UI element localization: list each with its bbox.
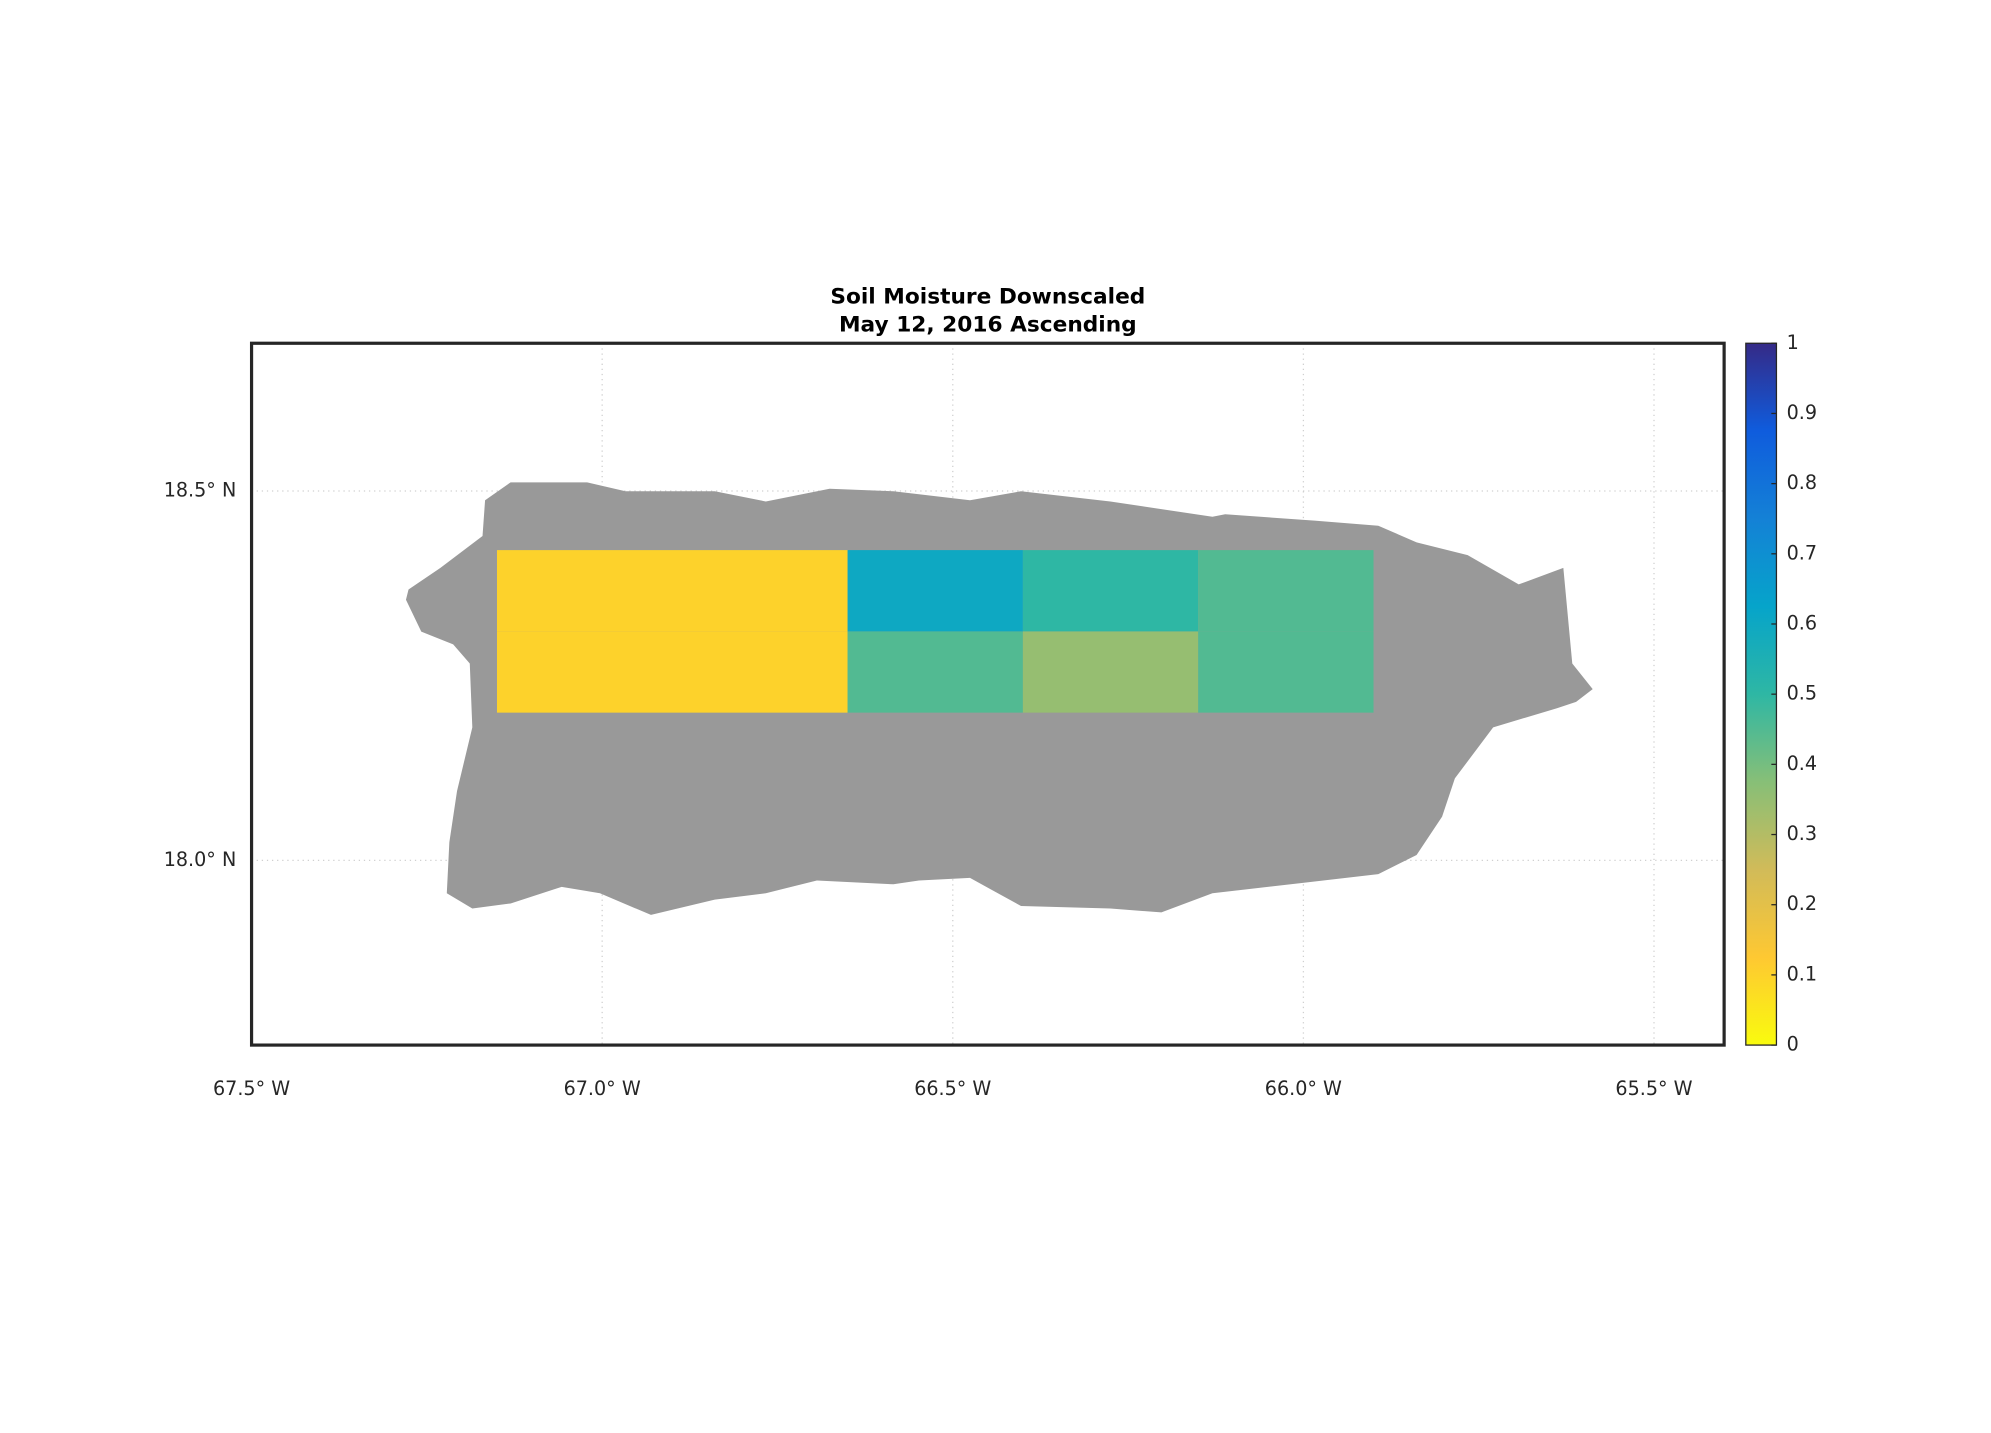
x-tick-label: 66.0° W: [1265, 1077, 1342, 1100]
chart-subtitle: May 12, 2016 Ascending: [839, 312, 1137, 337]
y-tick-label: 18.0° N: [164, 848, 237, 871]
moisture-tile: [496, 631, 848, 713]
moisture-tile: [847, 550, 1023, 632]
moisture-tile: [1022, 631, 1199, 713]
colorbar-tick-label: 0.2: [1787, 892, 1817, 915]
colorbar-tick-label: 0.6: [1787, 611, 1817, 634]
moisture-tile: [1198, 550, 1374, 632]
x-tick-label: 67.5° W: [213, 1077, 290, 1100]
moisture-tile: [1198, 631, 1374, 713]
colorbar-tick-label: 0.9: [1787, 401, 1817, 424]
y-tick-label: 18.5° N: [164, 479, 237, 502]
colorbar-tick-label: 0.3: [1787, 822, 1817, 845]
colorbar-tick-label: 0: [1787, 1033, 1799, 1056]
colorbar-tick-label: 0.4: [1787, 752, 1817, 775]
colorbar-tick-label: 0.1: [1787, 962, 1817, 985]
x-tick-label: 66.5° W: [914, 1077, 991, 1100]
x-tick-label: 65.5° W: [1615, 1077, 1692, 1100]
chart-title: Soil Moisture Downscaled: [830, 284, 1145, 309]
colorbar-tick-label: 0.5: [1787, 682, 1817, 705]
tiles: [496, 550, 1374, 713]
axes-box: [249, 341, 1726, 1047]
moisture-tile: [847, 631, 1023, 713]
colorbar-tick-label: 1: [1787, 331, 1799, 354]
moisture-tile: [1022, 550, 1199, 632]
colorbar-tick-label: 0.7: [1787, 541, 1817, 564]
x-tick-label: 67.0° W: [564, 1077, 641, 1100]
colorbar-tick-label: 0.8: [1787, 471, 1817, 494]
moisture-tile: [496, 550, 848, 632]
